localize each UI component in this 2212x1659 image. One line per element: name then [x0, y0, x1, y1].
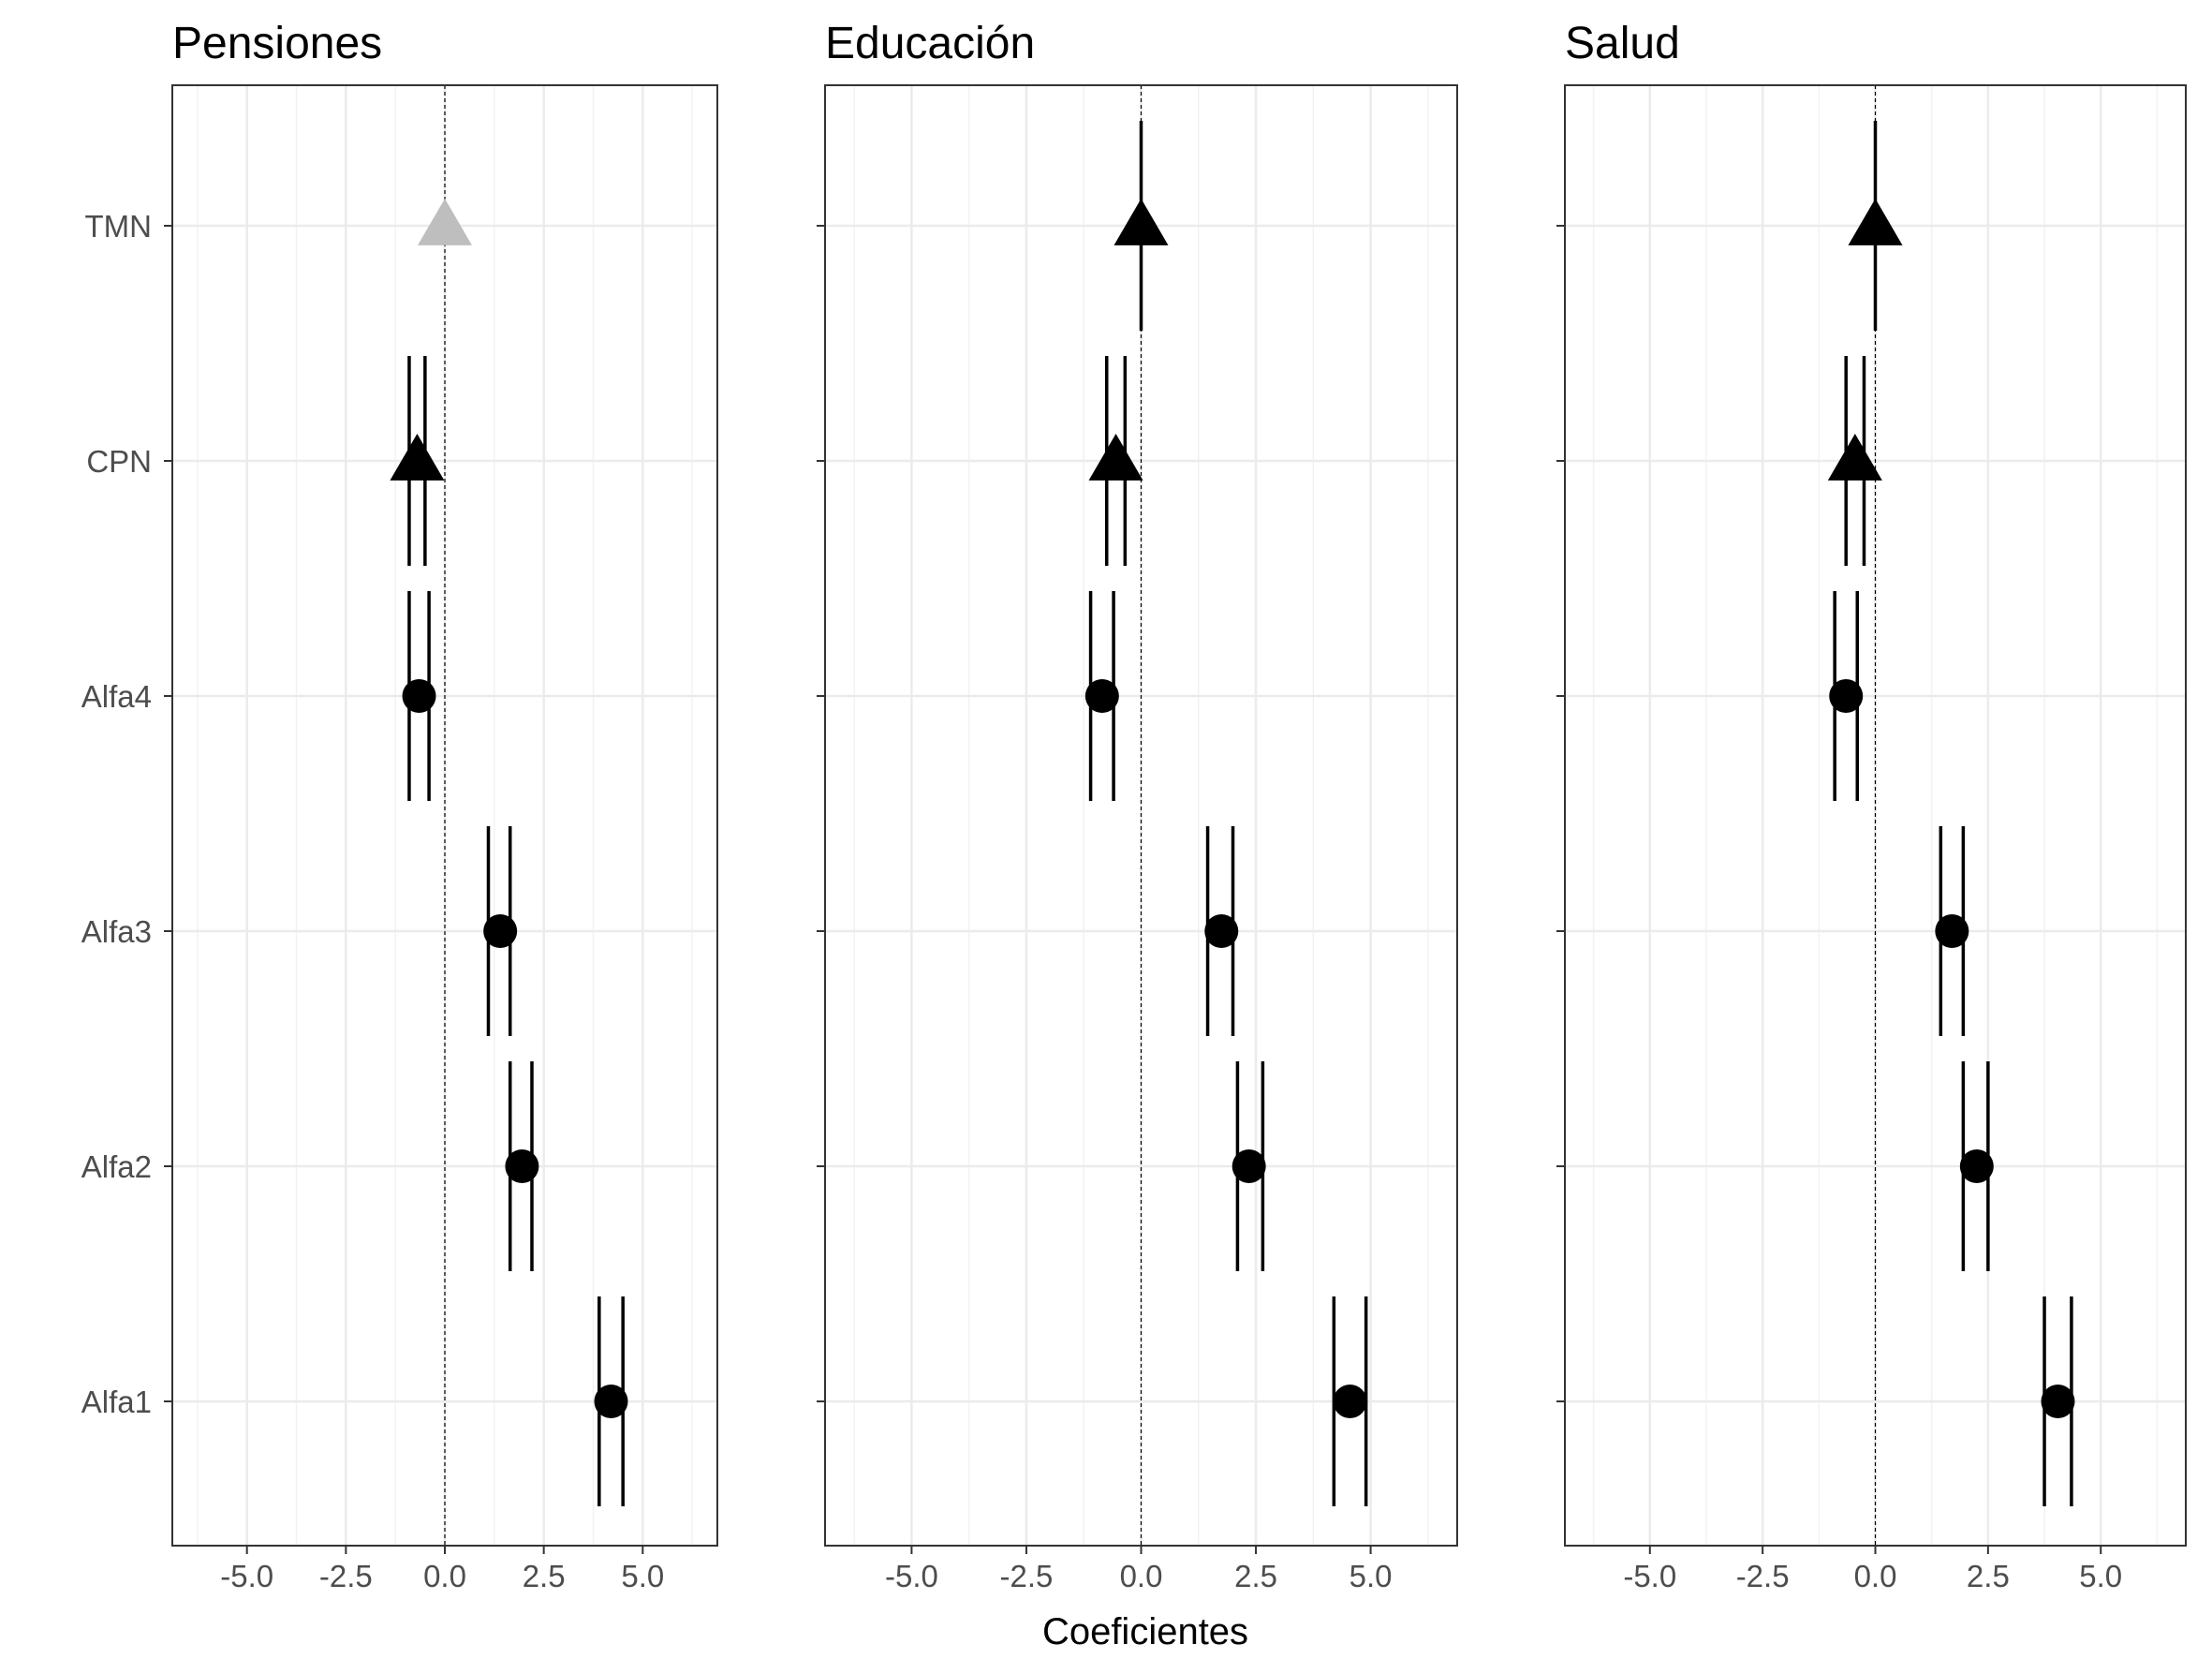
- x-tick-label: -2.5: [1000, 1559, 1054, 1593]
- x-axis-title: Coeficientes: [1042, 1611, 1248, 1652]
- point-alfa1: [1333, 1385, 1367, 1418]
- x-tick-label: -2.5: [1736, 1559, 1790, 1593]
- x-tick-label: 5.0: [1349, 1559, 1393, 1593]
- point-alfa4: [1084, 679, 1119, 713]
- point-alfa2: [1959, 1149, 1994, 1183]
- panel-title: Pensiones: [172, 19, 382, 68]
- x-tick-label: 5.0: [621, 1559, 664, 1593]
- x-tick-label: 2.5: [1234, 1559, 1277, 1593]
- panel-salud: Salud -5.0 -2.5 0.0 2.5 5.0: [1556, 19, 2187, 1593]
- x-tick-label: -2.5: [319, 1559, 373, 1593]
- x-tick-label: 5.0: [2079, 1559, 2122, 1593]
- x-tick-label: 0.0: [1120, 1559, 1163, 1593]
- x-tick-label: -5.0: [1623, 1559, 1676, 1593]
- panel-title: Salud: [1565, 19, 1680, 68]
- point-tmn: [1848, 199, 1903, 245]
- panel-pensiones: Pensiones TMN CPN Alfa4 Alfa3 Alfa2 Alfa1 -5.0 -…: [81, 19, 718, 1593]
- point-alfa3: [483, 914, 518, 948]
- panel-educación: Educación -5.0 -2.5 0.0 2.5 5.0: [817, 19, 1458, 1593]
- point-tmn: [1113, 199, 1169, 245]
- point-alfa1: [594, 1385, 628, 1418]
- point-alfa4: [402, 679, 436, 713]
- panel-title: Educación: [825, 19, 1035, 68]
- x-tick-label: 0.0: [423, 1559, 466, 1593]
- x-tick-label: -5.0: [885, 1559, 938, 1593]
- y-tick-label: TMN: [85, 209, 152, 244]
- x-tick-label: 2.5: [1967, 1559, 2010, 1593]
- point-cpn: [1827, 434, 1882, 481]
- y-tick-label: Alfa2: [81, 1149, 152, 1184]
- point-alfa2: [1231, 1149, 1266, 1183]
- panels: Pensiones TMN CPN Alfa4 Alfa3 Alfa2 Alfa1 -5.0 -…: [81, 19, 2187, 1593]
- point-cpn: [390, 434, 445, 481]
- y-tick-label: Alfa1: [81, 1385, 152, 1419]
- point-tmn: [418, 199, 472, 245]
- point-alfa3: [1204, 914, 1239, 948]
- point-alfa2: [505, 1149, 539, 1183]
- point-alfa3: [1935, 914, 1969, 948]
- y-tick-label: Alfa4: [81, 679, 152, 714]
- point-alfa4: [1829, 679, 1864, 713]
- x-tick-label: 2.5: [523, 1559, 566, 1593]
- x-tick-label: 0.0: [1854, 1559, 1897, 1593]
- x-tick-label: -5.0: [220, 1559, 273, 1593]
- point-cpn: [1088, 434, 1143, 481]
- point-alfa1: [2041, 1385, 2075, 1418]
- y-tick-label: CPN: [86, 444, 152, 479]
- y-tick-label: Alfa3: [81, 914, 152, 949]
